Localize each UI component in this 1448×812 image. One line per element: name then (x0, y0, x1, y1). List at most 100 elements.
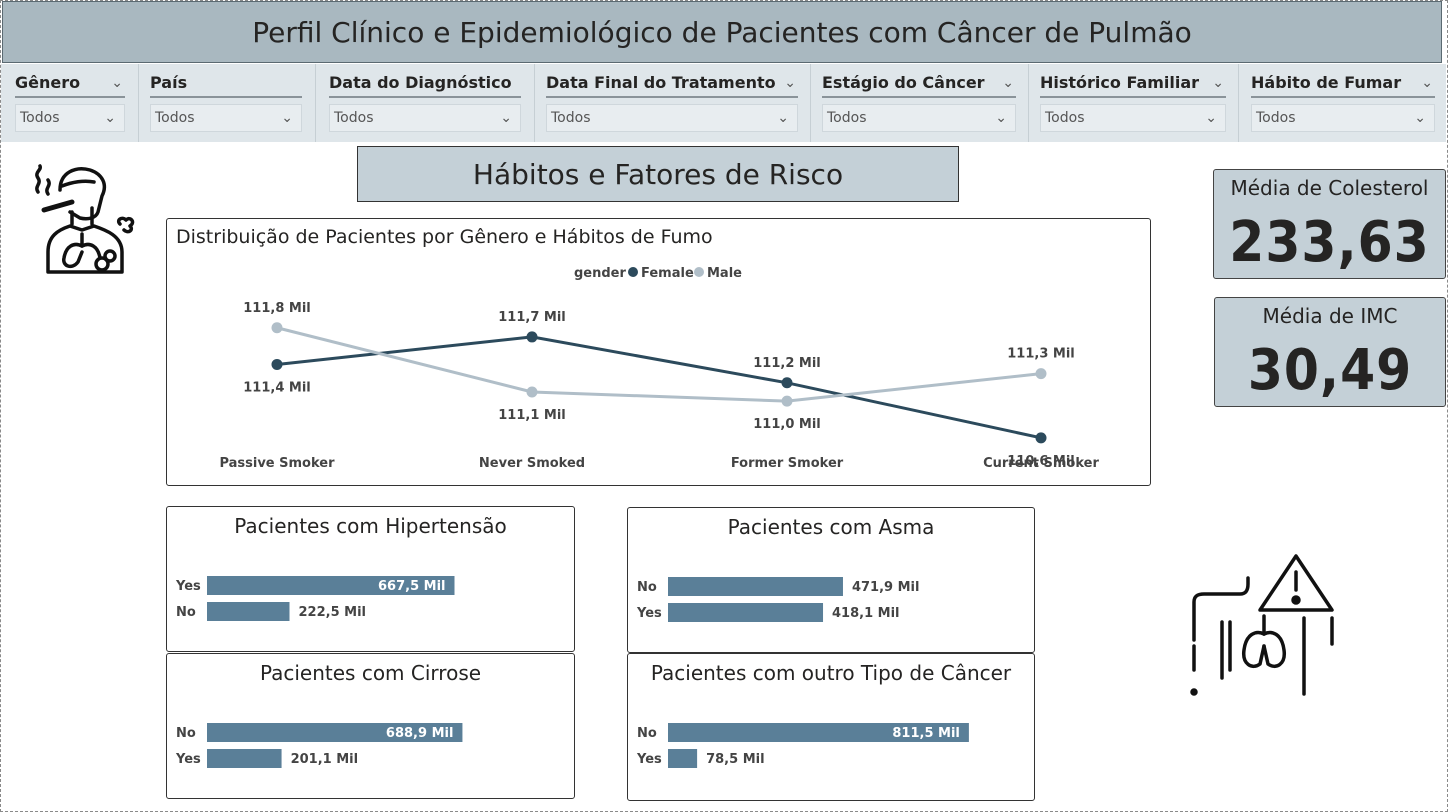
legend-label: Male (707, 266, 742, 281)
bar-category-label: Yes (175, 579, 201, 594)
slicer-label: Hábito de Fumar (1251, 73, 1402, 92)
chevron-down-icon[interactable]: ⌄ (500, 110, 512, 126)
legend-marker (628, 267, 638, 277)
chevron-down-icon[interactable]: ⌄ (784, 75, 796, 91)
slicer-header[interactable]: Histórico Familiar ⌄ (1040, 68, 1226, 98)
data-point (271, 322, 283, 334)
slicer-strip: Gênero ⌄ Todos ⌄ País Todos ⌄ Data do Diagn… (1, 64, 1446, 142)
data-label: 111,3 Mil (1007, 347, 1075, 362)
chevron-down-icon[interactable]: ⌄ (777, 110, 789, 126)
bar-chart-card-asma[interactable]: Pacientes com Asma No 471,9 Mil Yes 418,1 M… (627, 507, 1035, 653)
slicer-dropdown[interactable]: Todos ⌄ (1040, 104, 1226, 132)
chart-legend: gender Female Male (574, 266, 742, 281)
data-point (1035, 432, 1047, 444)
bar (668, 603, 824, 622)
bar-category-label: Yes (636, 606, 662, 621)
chevron-down-icon[interactable]: ⌄ (281, 110, 293, 126)
slicer-dropdown[interactable]: Todos ⌄ (822, 104, 1016, 132)
bar-chart-card-hipertensao[interactable]: Pacientes com Hipertensão Yes 667,5 Mil No… (166, 506, 575, 652)
bar-chart[interactable]: Yes 667,5 Mil No 222,5 Mil (167, 507, 574, 651)
bar (668, 749, 698, 768)
bar-chart-card-cirrose[interactable]: Pacientes com Cirrose No 688,9 Mil Yes 201,… (166, 653, 575, 799)
slicer-divider (810, 64, 811, 142)
bar (668, 723, 969, 742)
bar-category-label: No (176, 605, 196, 620)
bar-chart[interactable]: No 688,9 Mil Yes 201,1 Mil (167, 654, 574, 798)
bar (207, 723, 463, 742)
bar-value-label: 418,1 Mil (832, 606, 900, 621)
slicer-genero[interactable]: Gênero ⌄ Todos ⌄ (15, 64, 125, 142)
legend-marker (694, 267, 704, 277)
chevron-down-icon[interactable]: ⌄ (111, 75, 123, 91)
series-line-male (276, 326, 1042, 403)
slicer-label: Estágio do Câncer (822, 73, 985, 92)
data-label: 111,4 Mil (243, 380, 311, 395)
slicer-dropdown[interactable]: Todos ⌄ (1251, 104, 1435, 132)
kpi-card-imc: Média de IMC 30,49 (1214, 297, 1446, 407)
slicer-label: País (150, 73, 188, 92)
bar (207, 576, 455, 595)
bar-value-label: 222,5 Mil (299, 605, 367, 620)
data-point (271, 358, 283, 370)
slicer-divider (1028, 64, 1029, 142)
bar (668, 577, 843, 596)
data-point (1035, 368, 1047, 380)
slicer-label: Data Final do Tratamento (546, 73, 776, 92)
slicer-value: Todos (334, 110, 374, 126)
slicer-dropdown[interactable]: Todos ⌄ (150, 104, 302, 132)
data-point (526, 386, 538, 398)
category-label: Current Smoker (983, 456, 1099, 471)
chevron-down-icon[interactable]: ⌄ (1205, 110, 1217, 126)
bar-category-label: Yes (636, 752, 662, 767)
bar-category-label: Yes (175, 752, 201, 767)
bar (207, 749, 282, 768)
section-title-box: Hábitos e Fatores de Risco (357, 146, 959, 202)
slicer-header[interactable]: País (150, 68, 302, 98)
bar-value-label: 667,5 Mil (378, 579, 446, 594)
kpi-label: Média de IMC (1262, 304, 1398, 328)
chevron-down-icon[interactable]: ⌄ (1212, 75, 1224, 91)
chevron-down-icon[interactable]: ⌄ (995, 110, 1007, 126)
chevron-down-icon[interactable]: ⌄ (1002, 75, 1014, 91)
line-chart[interactable]: gender Female Male 111,4 Mil 111,8 Mil 111,7 … (167, 219, 1150, 485)
dashboard-title-bar: Perfil Clínico e Epidemiológico de Pacie… (2, 1, 1442, 63)
slicer-dropdown[interactable]: Todos ⌄ (546, 104, 798, 132)
bar-chart[interactable]: No 811,5 Mil Yes 78,5 Mil (628, 654, 1034, 800)
slicer-dropdown[interactable]: Todos ⌄ (15, 104, 125, 132)
slicer-dropdown[interactable]: Todos ⌄ (329, 104, 521, 132)
slicer-value: Todos (1045, 110, 1085, 126)
bar-value-label: 201,1 Mil (291, 752, 359, 767)
kpi-value: 30,49 (1247, 338, 1413, 403)
legend-title: gender (574, 266, 627, 281)
bar-chart[interactable]: No 471,9 Mil Yes 418,1 Mil (628, 508, 1034, 652)
slicer-data-diagnostico[interactable]: Data do Diagnóstico Todos ⌄ (329, 64, 521, 142)
chevron-down-icon[interactable]: ⌄ (1421, 75, 1433, 91)
bar-value-label: 811,5 Mil (892, 726, 960, 741)
slicer-header[interactable]: Gênero ⌄ (15, 68, 125, 98)
slicer-habito-fumar[interactable]: Hábito de Fumar ⌄ Todos ⌄ (1251, 64, 1435, 142)
slicer-estagio-cancer[interactable]: Estágio do Câncer ⌄ Todos ⌄ (822, 64, 1016, 142)
slicer-label: Histórico Familiar (1040, 73, 1200, 92)
slicer-header[interactable]: Estágio do Câncer ⌄ (822, 68, 1016, 98)
bar-value-label: 688,9 Mil (386, 726, 454, 741)
category-label: Former Smoker (731, 456, 844, 471)
chevron-down-icon[interactable]: ⌄ (1414, 110, 1426, 126)
slicer-header[interactable]: Data Final do Tratamento ⌄ (546, 68, 798, 98)
chart-title: Pacientes com outro Tipo de Câncer (650, 661, 1012, 685)
bar-value-label: 78,5 Mil (706, 752, 764, 767)
line-chart-card[interactable]: Distribuição de Pacientes por Gênero e H… (166, 218, 1151, 486)
bar-chart-card-outro-cancer[interactable]: Pacientes com outro Tipo de Câncer No 811… (627, 653, 1035, 801)
slicer-divider (1238, 64, 1239, 142)
slicer-header[interactable]: Hábito de Fumar ⌄ (1251, 68, 1435, 98)
slicer-divider (315, 64, 316, 142)
slicer-value: Todos (827, 110, 867, 126)
dashboard-title: Perfil Clínico e Epidemiológico de Pacie… (252, 15, 1192, 49)
chevron-down-icon[interactable]: ⌄ (104, 110, 116, 126)
slicer-pais[interactable]: País Todos ⌄ (150, 64, 302, 142)
data-label: 111,7 Mil (498, 310, 566, 325)
slicer-historico-familiar[interactable]: Histórico Familiar ⌄ Todos ⌄ (1040, 64, 1226, 142)
data-point (781, 377, 793, 389)
slicer-header[interactable]: Data do Diagnóstico (329, 68, 521, 98)
series-line-female (276, 335, 1042, 440)
slicer-data-final-tratamento[interactable]: Data Final do Tratamento ⌄ Todos ⌄ (546, 64, 798, 142)
